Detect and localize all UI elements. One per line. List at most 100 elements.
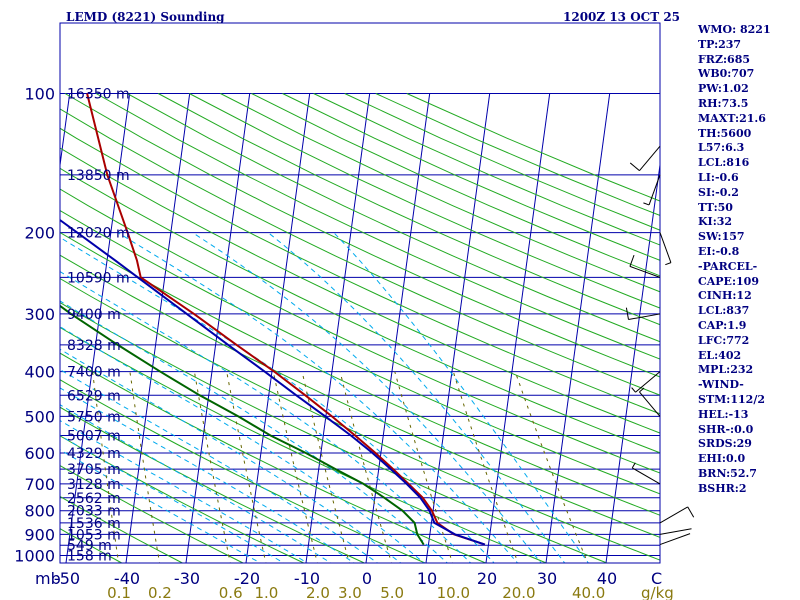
mixing-ratio-unit-label: g/kg (641, 584, 674, 600)
pressure-label: 600 (24, 444, 55, 463)
mixing-ratio-label: 10.0 (437, 584, 470, 600)
wind-barb-staff (629, 265, 661, 278)
wind-barb (639, 387, 661, 417)
wind-barb (659, 232, 672, 266)
wind-barb (659, 533, 691, 546)
index-item: LFC:772 (698, 333, 750, 347)
temperature-label: -10 (294, 569, 320, 588)
mixing-ratio-lines (92, 371, 589, 563)
dry-adiabat (60, 465, 245, 563)
wind-barb-staff (639, 145, 661, 171)
pressure-label: 900 (24, 525, 55, 544)
temperature-label: -20 (234, 569, 260, 588)
index-item: TP:237 (698, 37, 742, 51)
mixing-ratio-line (452, 371, 519, 563)
parcel-profile (60, 218, 486, 546)
index-item: SW:157 (698, 230, 745, 244)
wind-barb (643, 174, 661, 206)
dry-adiabat (60, 528, 123, 563)
index-item: CINH:12 (698, 289, 752, 303)
height-label: 2033 m (67, 504, 121, 520)
pressure-labels: 100 200 300 400 500 600 700 800 900 1000 (14, 85, 55, 566)
moist-adiabat (60, 449, 262, 563)
isotherm (0, 94, 10, 566)
pressure-label: 800 (24, 502, 55, 521)
moist-adiabat (60, 326, 425, 563)
wind-barb-staff (648, 174, 661, 206)
index-item: EI:-0.8 (698, 244, 740, 258)
station-title: LEMD (8221) Sounding (66, 10, 225, 24)
mixing-ratio-label: 20.0 (502, 584, 535, 600)
moist-adiabat (60, 404, 332, 563)
isotherm (125, 93, 191, 563)
dry-adiabat (64, 93, 660, 378)
dry-adiabat (60, 188, 660, 474)
wind-barb (659, 528, 692, 535)
pressure-label: 300 (24, 305, 55, 324)
dry-adiabat (189, 93, 660, 309)
height-label: 7400 m (67, 365, 121, 381)
index-item: TT:50 (698, 200, 733, 214)
index-item: BRN:52.7 (698, 466, 757, 480)
height-label: 1536 m (67, 516, 121, 532)
index-item: LCL:816 (698, 156, 750, 170)
moist-adiabat (60, 271, 472, 563)
pressure-label: 400 (24, 363, 55, 382)
mixing-ratio-labels: 0.1 0.2 0.6 1.0 2.0 3.0 5.0 10.0 20.0 40.0 (107, 584, 605, 600)
mixing-ratio-label: 0.1 (107, 584, 131, 600)
isotherm (485, 93, 551, 563)
height-label: 13850 m (67, 168, 130, 184)
isotherm (65, 93, 131, 563)
dry-adiabat (60, 302, 609, 563)
wind-barb-staff (659, 528, 692, 535)
wind-barb-flag (643, 202, 650, 206)
index-item: SRDS:29 (698, 437, 752, 451)
index-item: CAP:1.9 (698, 318, 747, 332)
temperature-label: 0 (362, 569, 372, 588)
height-label: 16350 m (67, 87, 130, 103)
index-item: HEL:-13 (698, 407, 749, 421)
valid-time: 1200Z 13 OCT 25 (563, 10, 680, 24)
temperature-label: -50 (54, 569, 80, 588)
dry-adiabat (60, 379, 427, 563)
pressure-label: 700 (24, 475, 55, 494)
temperature-profile (86, 93, 486, 546)
wind-barb-staff (659, 232, 672, 263)
pressure-label: 100 (24, 85, 55, 104)
wind-barb-staff (635, 371, 661, 393)
wind-barb-flag (629, 162, 640, 172)
index-item: L57:6.3 (698, 141, 745, 155)
moist-adiabat (333, 232, 589, 563)
dry-adiabat (60, 406, 366, 563)
dry-adiabat (60, 254, 660, 538)
wind-barb-staff (632, 467, 661, 485)
isobar-lines (60, 93, 660, 556)
dry-adiabat (60, 495, 184, 563)
dry-adiabat-lines (60, 93, 660, 563)
index-item: SHR-:0.0 (698, 422, 754, 436)
height-label: 1053 m (67, 527, 121, 543)
dry-adiabat (60, 209, 660, 495)
wind-barb-staff (659, 506, 688, 524)
height-label: 3128 m (67, 477, 121, 493)
index-item: RH:73.5 (698, 96, 749, 110)
wind-barb-flag (631, 387, 636, 393)
index-item: FRZ:685 (698, 52, 751, 66)
mixing-ratio-label: 40.0 (572, 584, 605, 600)
isotherm (605, 161, 660, 563)
mixing-ratio-label: 3.0 (338, 584, 362, 600)
index-item: -WIND- (698, 378, 744, 392)
wind-barb-flag (629, 254, 635, 267)
isotherm (365, 93, 431, 563)
index-item: MAXT:21.6 (698, 111, 766, 125)
height-label: 5750 m (67, 409, 121, 425)
isotherm (545, 93, 611, 563)
wind-barb-flag (631, 462, 636, 469)
index-item: MPL:232 (698, 363, 754, 377)
mixing-ratio-label: 0.2 (148, 584, 172, 600)
moist-adiabat (60, 368, 379, 563)
moist-adiabat (117, 232, 519, 563)
index-item: LCL:837 (698, 304, 750, 318)
index-item: CAPE:109 (698, 274, 759, 288)
